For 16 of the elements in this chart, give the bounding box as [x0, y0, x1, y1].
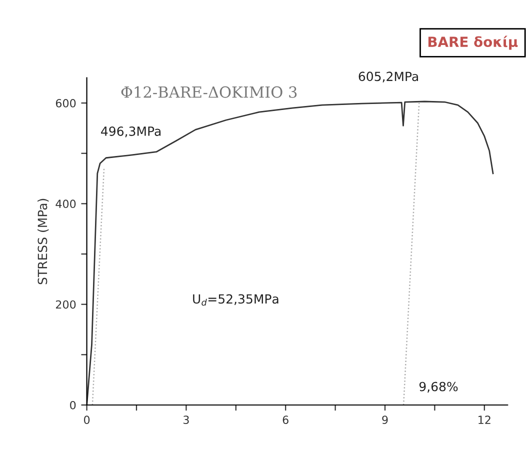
text: BARE δοκίμ — [428, 36, 518, 50]
x-tick-label: 9 — [382, 416, 388, 424]
chart-title: Φ12-BARE-ΔΟΚΙΜΙΟ 3 — [121, 86, 297, 98]
annotation: 496,3MPa — [101, 126, 161, 138]
y-axis-title: STRESS (MPa) — [38, 198, 49, 284]
y-tick-label: 200 — [56, 300, 76, 309]
annotation: 605,2MPa — [358, 72, 418, 82]
annotation: U$_{d}$=52,35MPa — [193, 294, 278, 306]
y-tick-label: 400 — [56, 200, 76, 208]
y-tick-label: 0 — [70, 400, 76, 410]
annotation: 9,68% — [419, 382, 458, 393]
y-tick-label: 600 — [56, 98, 76, 108]
x-tick-label: 3 — [184, 416, 189, 424]
x-tick-label: 0 — [84, 416, 90, 424]
x-tick-label: 6 — [282, 416, 288, 424]
x-tick-label: 12 — [478, 416, 490, 424]
